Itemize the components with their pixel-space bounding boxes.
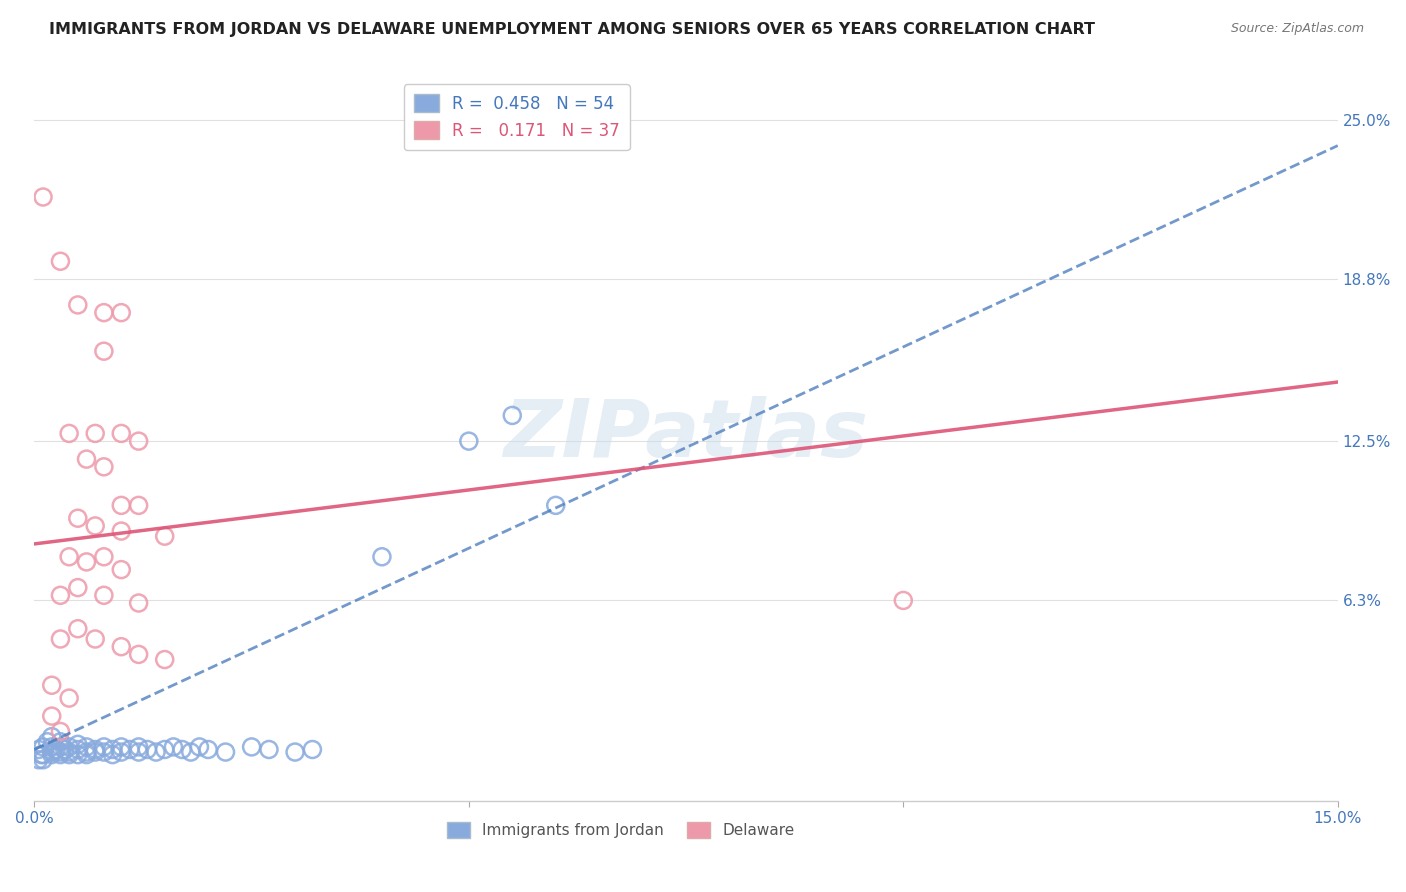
- Point: [284, 745, 307, 759]
- Point: [32, 190, 55, 204]
- Point: [49, 254, 72, 268]
- Text: Source: ZipAtlas.com: Source: ZipAtlas.com: [1230, 22, 1364, 36]
- Point: [45, 742, 67, 756]
- Point: [93, 549, 115, 564]
- Point: [110, 640, 132, 654]
- Point: [93, 739, 115, 754]
- Point: [84, 632, 107, 646]
- Point: [128, 739, 150, 754]
- Point: [180, 745, 202, 759]
- Point: [101, 742, 124, 756]
- Point: [214, 745, 236, 759]
- Point: [58, 426, 80, 441]
- Point: [501, 409, 523, 423]
- Point: [76, 747, 98, 762]
- Point: [76, 555, 98, 569]
- Point: [101, 747, 124, 762]
- Point: [66, 581, 89, 595]
- Point: [197, 742, 219, 756]
- Point: [118, 742, 141, 756]
- Point: [49, 745, 72, 759]
- Point: [153, 529, 176, 543]
- Point: [257, 742, 280, 756]
- Point: [66, 742, 89, 756]
- Point: [544, 499, 567, 513]
- Point: [53, 742, 76, 756]
- Point: [145, 745, 167, 759]
- Point: [49, 739, 72, 754]
- Point: [128, 499, 150, 513]
- Point: [301, 742, 323, 756]
- Point: [93, 305, 115, 319]
- Point: [66, 737, 89, 751]
- Legend: Immigrants from Jordan, Delaware: Immigrants from Jordan, Delaware: [441, 815, 800, 845]
- Point: [58, 549, 80, 564]
- Point: [128, 745, 150, 759]
- Point: [49, 588, 72, 602]
- Point: [240, 739, 263, 754]
- Text: IMMIGRANTS FROM JORDAN VS DELAWARE UNEMPLOYMENT AMONG SENIORS OVER 65 YEARS CORR: IMMIGRANTS FROM JORDAN VS DELAWARE UNEMP…: [49, 22, 1095, 37]
- Point: [76, 739, 98, 754]
- Point: [28, 753, 51, 767]
- Point: [84, 519, 107, 533]
- Point: [93, 344, 115, 359]
- Point: [110, 426, 132, 441]
- Point: [76, 745, 98, 759]
- Point: [457, 434, 479, 449]
- Point: [32, 739, 55, 754]
- Point: [84, 426, 107, 441]
- Point: [136, 742, 159, 756]
- Point: [153, 742, 176, 756]
- Point: [49, 632, 72, 646]
- Point: [32, 747, 55, 762]
- Point: [110, 745, 132, 759]
- Point: [110, 563, 132, 577]
- Point: [110, 305, 132, 319]
- Point: [128, 596, 150, 610]
- Point: [371, 549, 394, 564]
- Point: [153, 652, 176, 666]
- Point: [93, 745, 115, 759]
- Point: [128, 434, 150, 449]
- Point: [41, 730, 63, 744]
- Point: [93, 459, 115, 474]
- Point: [162, 739, 184, 754]
- Point: [84, 745, 107, 759]
- Point: [37, 735, 59, 749]
- Point: [32, 753, 55, 767]
- Point: [49, 724, 72, 739]
- Point: [41, 739, 63, 754]
- Point: [93, 588, 115, 602]
- Point: [110, 524, 132, 538]
- Point: [66, 511, 89, 525]
- Point: [30, 747, 52, 762]
- Point: [110, 499, 132, 513]
- Point: [66, 622, 89, 636]
- Point: [66, 298, 89, 312]
- Point: [41, 745, 63, 759]
- Point: [58, 691, 80, 706]
- Point: [41, 747, 63, 762]
- Point: [41, 709, 63, 723]
- Point: [188, 739, 211, 754]
- Point: [891, 593, 914, 607]
- Point: [58, 747, 80, 762]
- Point: [110, 739, 132, 754]
- Point: [28, 742, 51, 756]
- Point: [58, 739, 80, 754]
- Point: [49, 735, 72, 749]
- Point: [128, 648, 150, 662]
- Point: [49, 747, 72, 762]
- Point: [172, 742, 194, 756]
- Point: [76, 452, 98, 467]
- Point: [58, 745, 80, 759]
- Point: [66, 747, 89, 762]
- Point: [41, 678, 63, 692]
- Text: ZIPatlas: ZIPatlas: [503, 396, 869, 474]
- Point: [84, 742, 107, 756]
